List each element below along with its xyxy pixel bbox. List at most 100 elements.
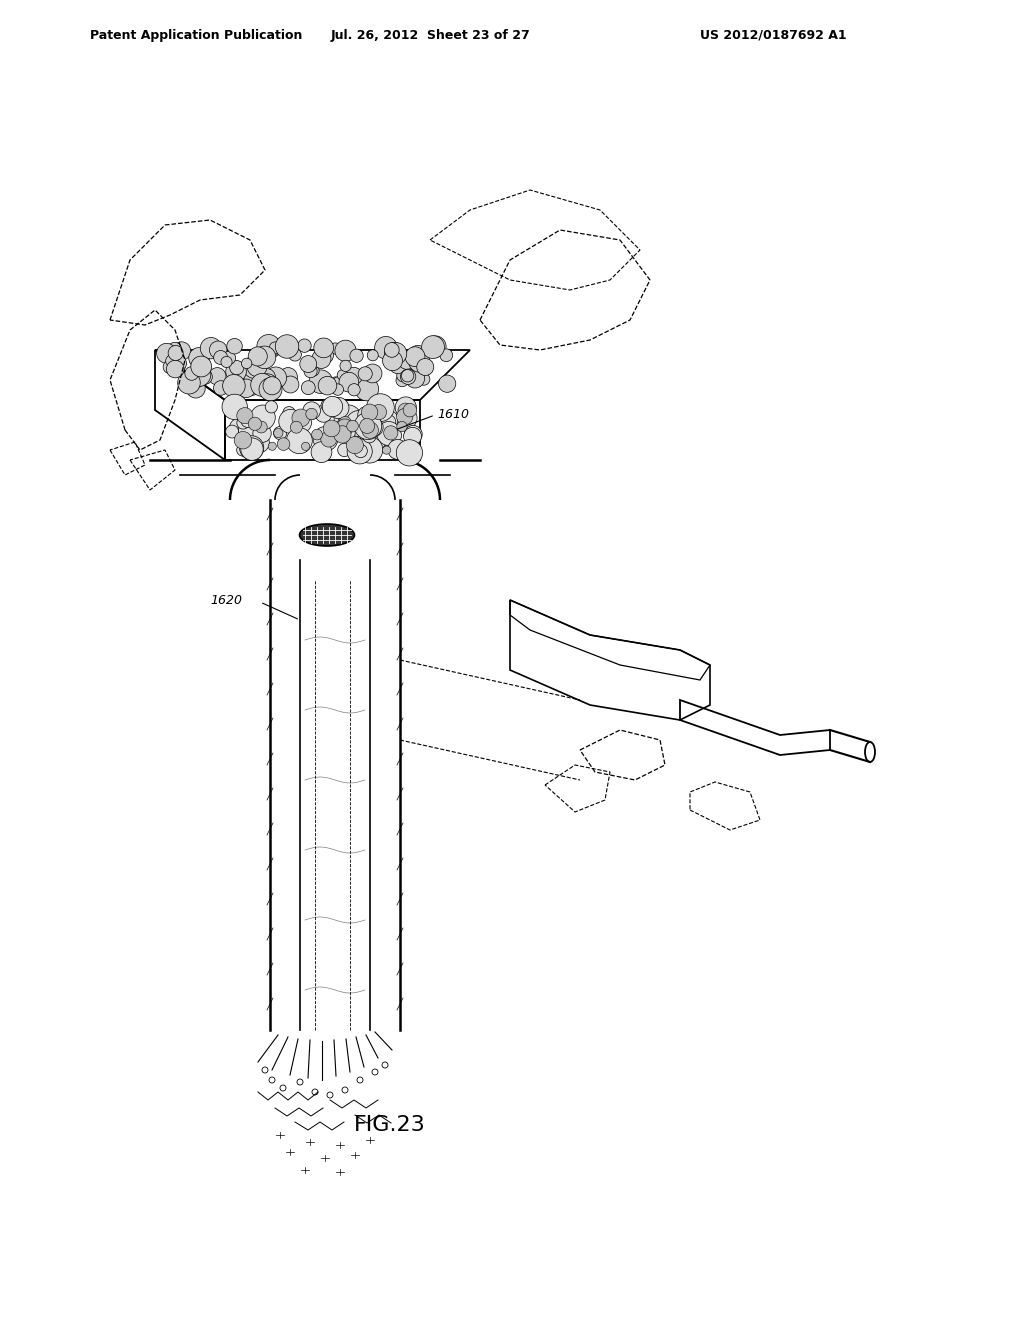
Circle shape: [259, 378, 282, 401]
Circle shape: [300, 355, 316, 372]
Circle shape: [241, 414, 254, 428]
Circle shape: [313, 426, 338, 451]
Circle shape: [225, 362, 247, 381]
Circle shape: [400, 370, 416, 384]
Circle shape: [333, 378, 344, 388]
Circle shape: [330, 378, 342, 389]
Circle shape: [269, 1077, 275, 1082]
Circle shape: [396, 440, 423, 466]
Circle shape: [339, 372, 358, 392]
Circle shape: [377, 421, 400, 446]
Circle shape: [374, 434, 388, 447]
Circle shape: [255, 421, 267, 433]
Text: Patent Application Publication: Patent Application Publication: [90, 29, 302, 41]
Circle shape: [404, 425, 422, 444]
Text: US 2012/0187692 A1: US 2012/0187692 A1: [700, 29, 847, 41]
Circle shape: [253, 346, 275, 368]
Circle shape: [365, 417, 383, 437]
Circle shape: [166, 355, 178, 367]
Circle shape: [338, 444, 351, 457]
Text: 1610: 1610: [437, 408, 469, 421]
Circle shape: [368, 350, 378, 360]
Circle shape: [323, 396, 343, 417]
Circle shape: [396, 374, 409, 387]
Circle shape: [359, 418, 375, 433]
Circle shape: [415, 354, 429, 368]
Circle shape: [265, 401, 278, 413]
Circle shape: [226, 338, 243, 354]
Circle shape: [383, 351, 402, 371]
Circle shape: [237, 444, 249, 457]
Circle shape: [311, 429, 323, 440]
Circle shape: [201, 338, 221, 359]
Circle shape: [209, 368, 226, 385]
Circle shape: [354, 445, 368, 458]
Circle shape: [357, 407, 374, 424]
Circle shape: [382, 1063, 388, 1068]
Circle shape: [185, 367, 199, 380]
Circle shape: [338, 417, 350, 429]
Circle shape: [301, 380, 315, 395]
Circle shape: [364, 364, 382, 383]
Circle shape: [187, 363, 211, 387]
Circle shape: [273, 426, 287, 440]
Circle shape: [287, 428, 312, 454]
Text: 1620: 1620: [210, 594, 242, 606]
Circle shape: [422, 335, 444, 359]
Circle shape: [269, 342, 282, 354]
Circle shape: [253, 424, 271, 442]
Circle shape: [403, 404, 417, 417]
Circle shape: [168, 342, 181, 356]
Circle shape: [403, 428, 422, 445]
Circle shape: [389, 429, 401, 442]
Circle shape: [178, 371, 201, 393]
Circle shape: [396, 408, 417, 429]
Circle shape: [257, 334, 281, 358]
Circle shape: [244, 356, 266, 379]
Circle shape: [275, 335, 299, 358]
Circle shape: [385, 342, 407, 364]
Circle shape: [322, 399, 334, 412]
Circle shape: [237, 417, 249, 429]
Circle shape: [167, 360, 184, 378]
Circle shape: [163, 360, 176, 374]
Circle shape: [249, 432, 269, 453]
Circle shape: [242, 376, 261, 396]
Circle shape: [293, 424, 301, 432]
Circle shape: [379, 411, 398, 429]
Circle shape: [315, 405, 332, 422]
Circle shape: [384, 426, 398, 440]
Circle shape: [417, 359, 434, 375]
Circle shape: [342, 1086, 348, 1093]
Circle shape: [248, 417, 261, 430]
Circle shape: [237, 408, 253, 424]
Circle shape: [292, 409, 310, 426]
Circle shape: [223, 380, 238, 393]
Circle shape: [289, 413, 309, 434]
Circle shape: [398, 403, 413, 418]
Circle shape: [242, 358, 252, 368]
Circle shape: [350, 348, 364, 363]
Circle shape: [324, 420, 340, 437]
Circle shape: [388, 342, 402, 356]
Circle shape: [321, 430, 337, 447]
Circle shape: [438, 375, 456, 392]
Circle shape: [279, 367, 297, 387]
Circle shape: [167, 354, 186, 374]
Circle shape: [251, 405, 275, 430]
Circle shape: [168, 346, 183, 360]
Circle shape: [347, 438, 373, 463]
Circle shape: [289, 348, 301, 362]
Circle shape: [372, 404, 387, 420]
Circle shape: [354, 412, 382, 440]
Text: FIG.23: FIG.23: [354, 1115, 426, 1135]
Circle shape: [290, 411, 302, 424]
Circle shape: [157, 343, 176, 363]
Circle shape: [328, 397, 349, 418]
Circle shape: [188, 347, 210, 368]
Circle shape: [214, 380, 228, 395]
Circle shape: [370, 409, 383, 422]
Circle shape: [345, 367, 362, 384]
Circle shape: [239, 421, 258, 440]
Circle shape: [304, 364, 317, 378]
